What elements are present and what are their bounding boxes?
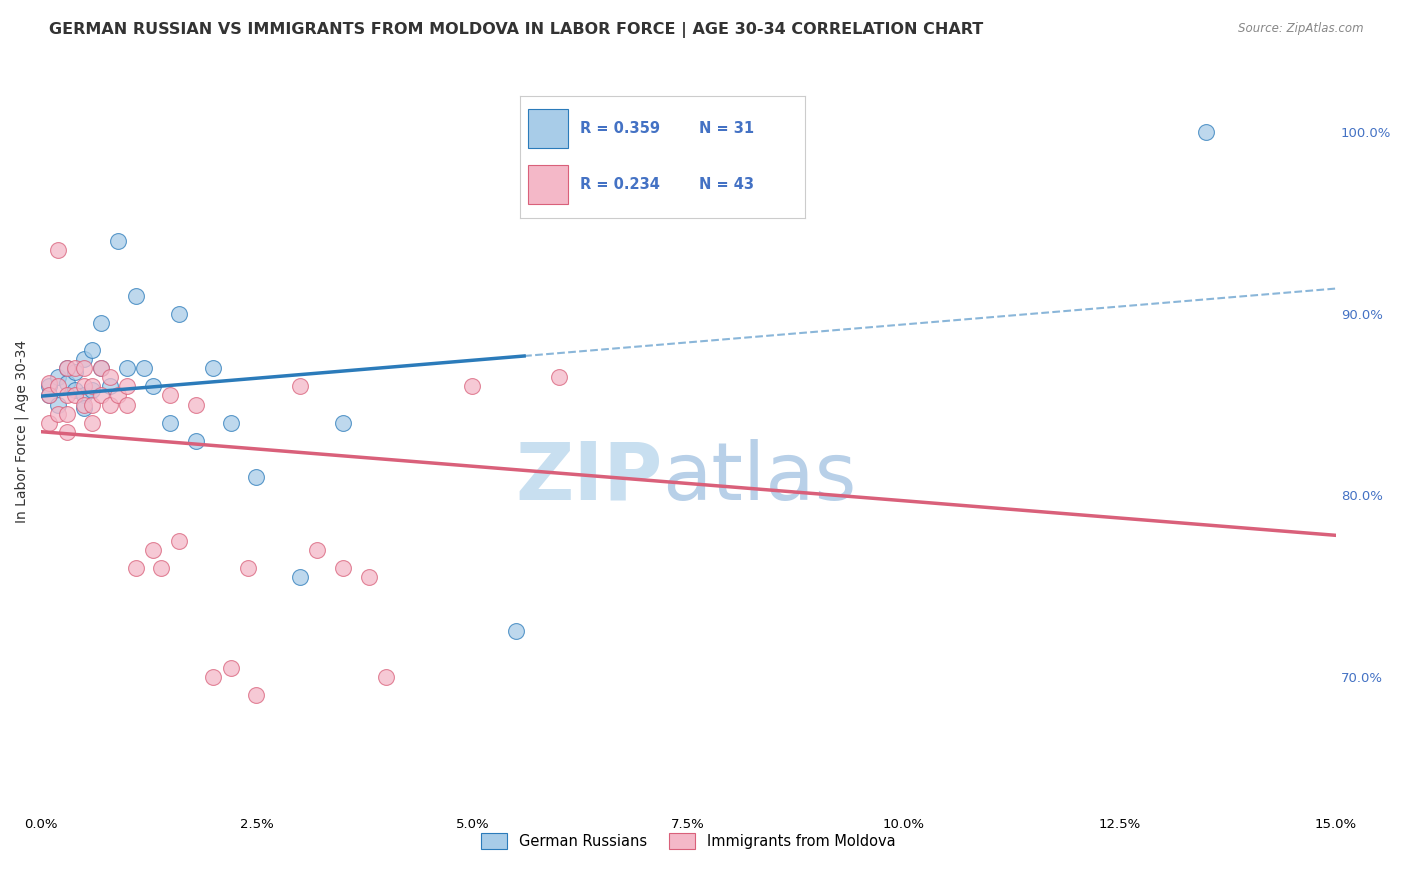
Point [82, 379, 104, 393]
Point [63, 388, 86, 402]
Point [159, 416, 181, 430]
Point [142, 542, 165, 557]
Point [219, 661, 242, 675]
Point [159, 388, 181, 402]
Point [98, 398, 121, 412]
Point [98, 379, 121, 393]
Point [55, 376, 77, 390]
Text: Source: ZipAtlas.com: Source: ZipAtlas.com [1239, 22, 1364, 36]
Y-axis label: In Labor Force | Age 30-34: In Labor Force | Age 30-34 [15, 340, 30, 524]
Text: GERMAN RUSSIAN VS IMMIGRANTS FROM MOLDOVA IN LABOR FORCE | AGE 30-34 CORRELATION: GERMAN RUSSIAN VS IMMIGRANTS FROM MOLDOV… [49, 22, 983, 38]
Text: ZIP: ZIP [515, 439, 662, 516]
Point [332, 561, 354, 575]
Point [38, 388, 60, 402]
Point [73, 398, 96, 412]
Point [547, 370, 569, 384]
Point [245, 688, 267, 702]
Point [38, 388, 60, 402]
Point [73, 401, 96, 416]
Point [202, 670, 225, 684]
Point [142, 379, 165, 393]
Point [90, 388, 112, 402]
Point [202, 361, 225, 376]
Point [107, 234, 129, 248]
Point [115, 361, 138, 376]
Point [55, 407, 77, 421]
Point [134, 361, 156, 376]
Point [82, 383, 104, 397]
Point [505, 624, 527, 639]
Legend: German Russians, Immigrants from Moldova: German Russians, Immigrants from Moldova [475, 828, 901, 855]
Point [63, 361, 86, 376]
Point [46, 407, 69, 421]
Point [288, 570, 311, 584]
Point [236, 561, 259, 575]
Point [90, 361, 112, 376]
Point [167, 307, 190, 321]
Point [82, 398, 104, 412]
Point [82, 416, 104, 430]
Point [63, 383, 86, 397]
Point [98, 370, 121, 384]
Point [55, 361, 77, 376]
Point [219, 416, 242, 430]
Text: atlas: atlas [662, 439, 856, 516]
Point [46, 379, 69, 393]
Point [55, 361, 77, 376]
Point [46, 244, 69, 258]
Point [375, 670, 398, 684]
Point [305, 542, 328, 557]
Point [38, 416, 60, 430]
Point [124, 288, 146, 302]
Point [90, 316, 112, 330]
Point [167, 533, 190, 548]
Point [288, 379, 311, 393]
Point [150, 561, 173, 575]
Point [115, 379, 138, 393]
Point [73, 352, 96, 367]
Point [38, 379, 60, 393]
Point [55, 425, 77, 439]
Point [38, 376, 60, 390]
Point [1195, 125, 1218, 139]
Point [332, 416, 354, 430]
Point [46, 370, 69, 384]
Point [107, 388, 129, 402]
Point [124, 561, 146, 575]
Point [184, 434, 207, 448]
Point [73, 379, 96, 393]
Point [63, 365, 86, 379]
Point [55, 388, 77, 402]
Point [90, 361, 112, 376]
Point [461, 379, 484, 393]
Point [184, 398, 207, 412]
Point [245, 470, 267, 484]
Point [73, 388, 96, 402]
Point [676, 125, 699, 139]
Point [46, 398, 69, 412]
Point [357, 570, 380, 584]
Point [82, 343, 104, 358]
Point [73, 361, 96, 376]
Point [115, 398, 138, 412]
